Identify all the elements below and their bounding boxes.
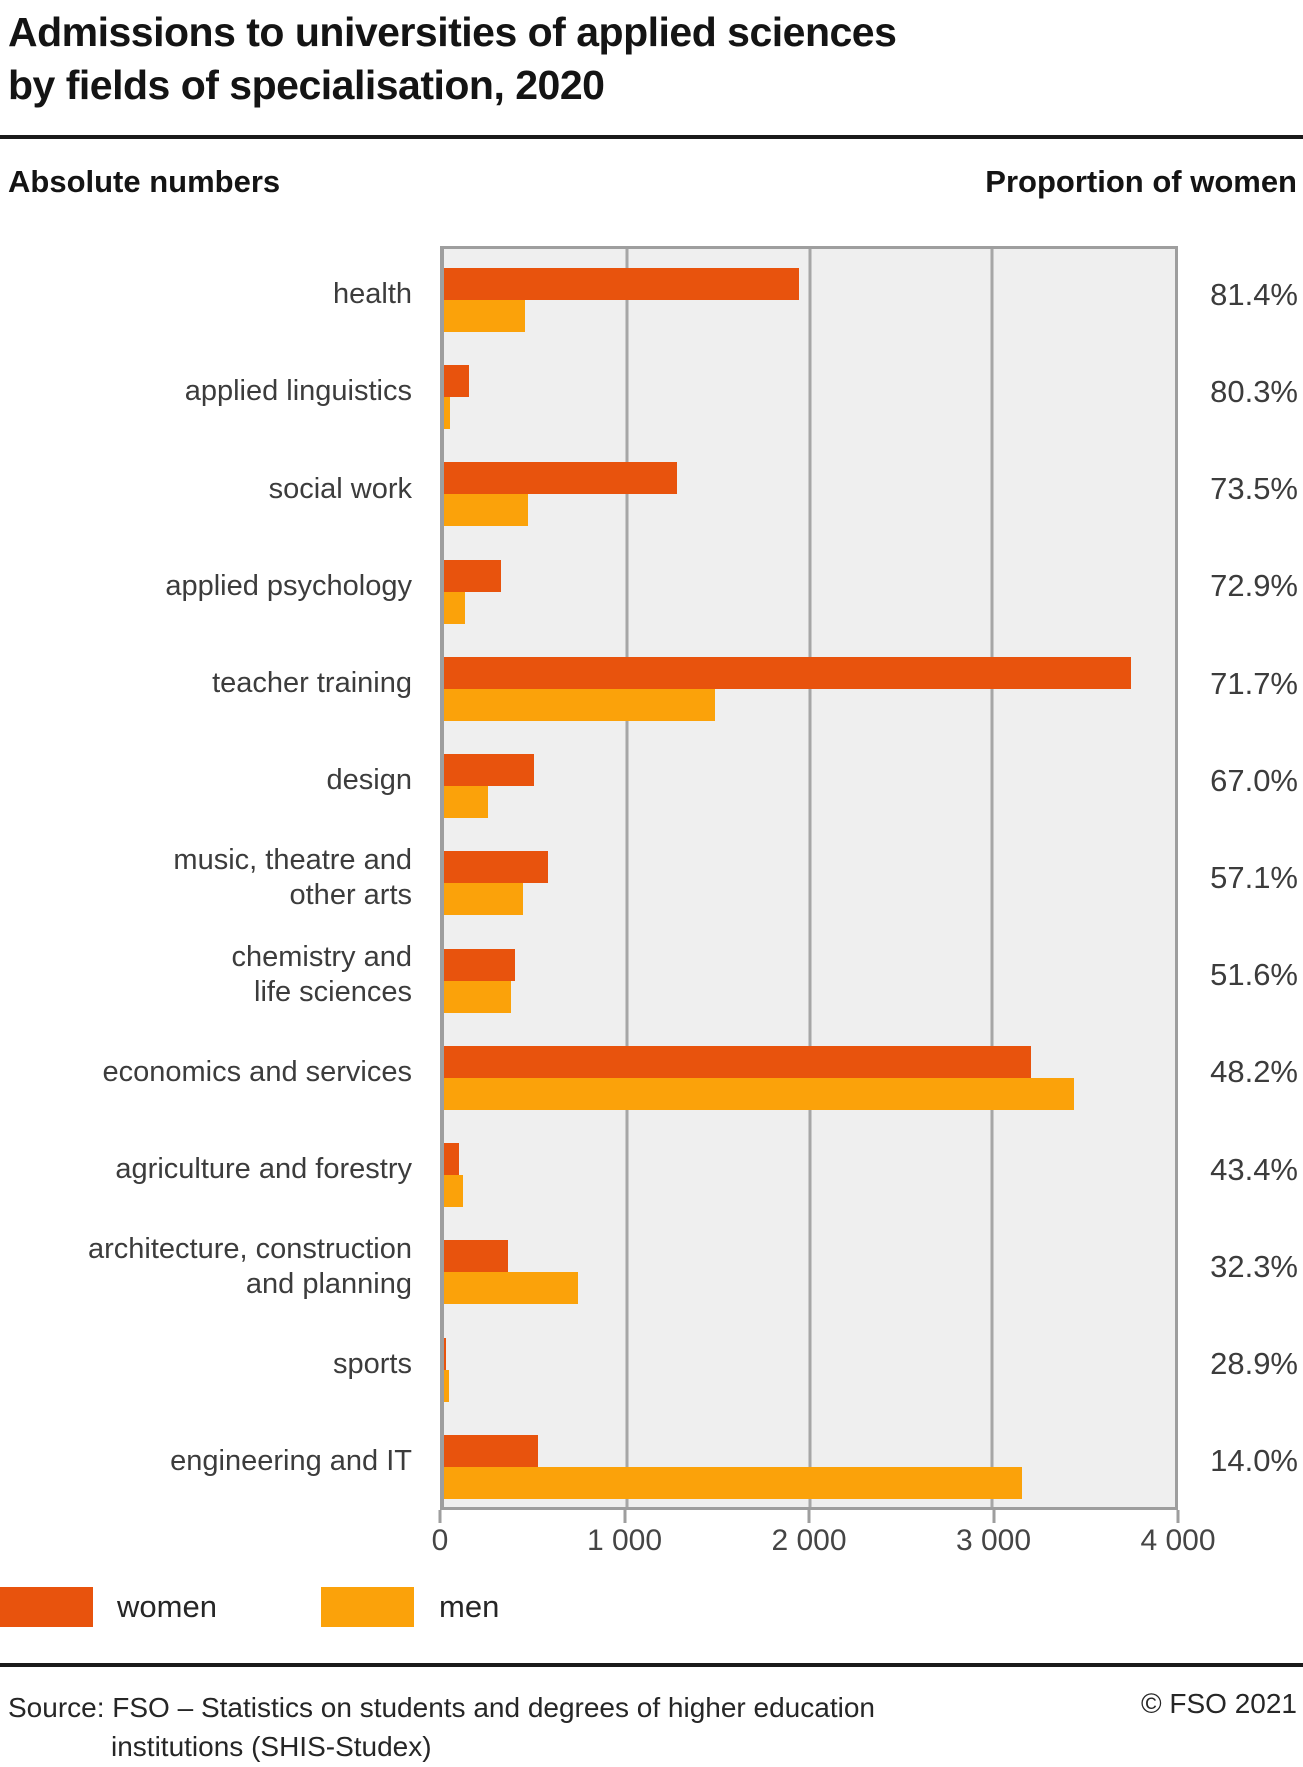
bar-men <box>444 786 488 819</box>
x-axis-tick <box>438 1510 442 1523</box>
bar-women <box>444 1240 508 1273</box>
bar-women <box>444 754 534 787</box>
proportion-of-women-value: 14.0% <box>1210 1443 1298 1479</box>
bar-men <box>444 980 511 1013</box>
plot-inner <box>444 249 1175 1507</box>
category-label: applied psychology <box>165 569 412 602</box>
category-label: music, theatre and other arts <box>173 843 412 911</box>
bar-women <box>444 1434 539 1467</box>
x-axis-tick-label: 1 000 <box>586 1524 663 1557</box>
category-label: applied linguistics <box>184 375 412 408</box>
category-label: teacher training <box>212 667 412 700</box>
proportion-of-women-value: 28.9% <box>1210 1346 1298 1382</box>
category-label: chemistry and life sciences <box>231 941 412 1009</box>
category-label: sports <box>333 1347 412 1380</box>
bar-men <box>444 1175 464 1208</box>
proportion-of-women-value: 48.2% <box>1210 1054 1298 1090</box>
axis-section-label-left: Absolute numbers <box>8 164 281 199</box>
footer-divider <box>0 1663 1303 1667</box>
page-title-line1: Admissions to universities of applied sc… <box>8 9 897 55</box>
title-divider <box>0 135 1303 139</box>
legend-label-men: men <box>439 1589 500 1624</box>
proportion-of-women-value: 57.1% <box>1210 859 1298 895</box>
legend-swatch-women <box>0 1587 93 1627</box>
bar-women <box>444 656 1132 689</box>
bar-women <box>444 1337 446 1370</box>
proportion-of-women-value: 51.6% <box>1210 957 1298 993</box>
proportion-of-women-column: 81.4% 80.3% 73.5% 72.9% 71.7% 67.0% 57.1% 51.6%… <box>1040 246 1298 1510</box>
axis-section-label-right: Proportion of women <box>985 164 1297 199</box>
proportion-of-women-value: 80.3% <box>1210 373 1298 409</box>
bar-men <box>444 688 716 721</box>
x-axis-tick <box>623 1510 626 1523</box>
category-label: economics and services <box>102 1055 412 1088</box>
bar-men <box>444 300 526 332</box>
bar-men <box>444 397 451 430</box>
bar-men <box>444 883 523 916</box>
bar-men <box>444 1272 579 1305</box>
x-axis-tick-label: 4 000 <box>1140 1524 1216 1557</box>
category-label: agriculture and forestry <box>115 1153 412 1186</box>
proportion-of-women-value: 72.9% <box>1210 568 1298 604</box>
page-title: Admissions to universities of applied sc… <box>8 6 897 112</box>
legend-label-women: women <box>117 1589 217 1624</box>
source-note: Source: FSO – Statistics on students and… <box>8 1688 875 1766</box>
page-title-line2: by fields of specialisation, 2020 <box>8 62 605 108</box>
bar-women <box>444 365 469 398</box>
category-label: social work <box>268 472 412 505</box>
copyright-note: © FSO 2021 <box>1140 1688 1297 1719</box>
gridline-3000 <box>990 249 994 1507</box>
bar-women <box>444 948 516 981</box>
proportion-of-women-value: 71.7% <box>1210 665 1298 701</box>
proportion-of-women-value: 73.5% <box>1210 471 1298 507</box>
proportion-of-women-value: 32.3% <box>1210 1248 1298 1284</box>
legend-swatch-men <box>321 1587 414 1627</box>
category-label: engineering and IT <box>170 1444 412 1477</box>
bar-men <box>444 494 529 527</box>
x-axis-tick-label: 2 000 <box>771 1524 847 1557</box>
bar-men <box>444 1077 1074 1110</box>
bar-men <box>444 1466 1023 1499</box>
bar-women <box>444 1143 459 1176</box>
proportion-of-women-value: 67.0% <box>1210 762 1298 798</box>
gridline-1000 <box>625 249 629 1507</box>
category-label-column: health applied linguistics social work appl… <box>0 246 412 1510</box>
x-axis-tick <box>992 1510 995 1523</box>
category-label: health <box>332 278 412 311</box>
bar-men <box>444 1369 449 1402</box>
category-label: design <box>326 764 412 797</box>
bar-women <box>444 268 800 300</box>
proportion-of-women-value: 81.4% <box>1210 276 1298 312</box>
x-axis-tick <box>1176 1510 1180 1523</box>
plot-area <box>440 246 1178 1510</box>
source-line1: Source: FSO – Statistics on students and… <box>8 1692 875 1723</box>
bar-men <box>444 591 466 624</box>
bar-women <box>444 1045 1031 1078</box>
x-axis-tick-label: 3 000 <box>955 1524 1032 1557</box>
source-line2: institutions (SHIS-Studex) <box>111 1731 432 1762</box>
bar-women <box>444 462 677 495</box>
gridline-2000 <box>808 249 811 1507</box>
category-label: architecture, construction and planning <box>88 1232 412 1300</box>
proportion-of-women-value: 43.4% <box>1210 1151 1298 1187</box>
x-axis-tick-label: 0 <box>431 1524 449 1557</box>
x-axis-tick <box>807 1510 811 1523</box>
bar-women <box>444 559 501 592</box>
bar-women <box>444 851 549 884</box>
